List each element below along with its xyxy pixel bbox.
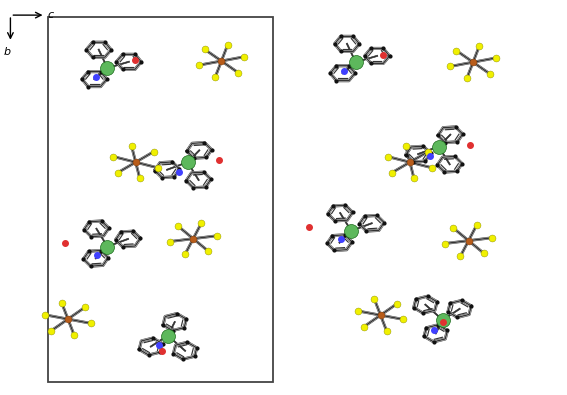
Text: b: b bbox=[3, 47, 11, 57]
Text: c: c bbox=[48, 10, 54, 20]
Bar bbox=[48, 17, 273, 382]
